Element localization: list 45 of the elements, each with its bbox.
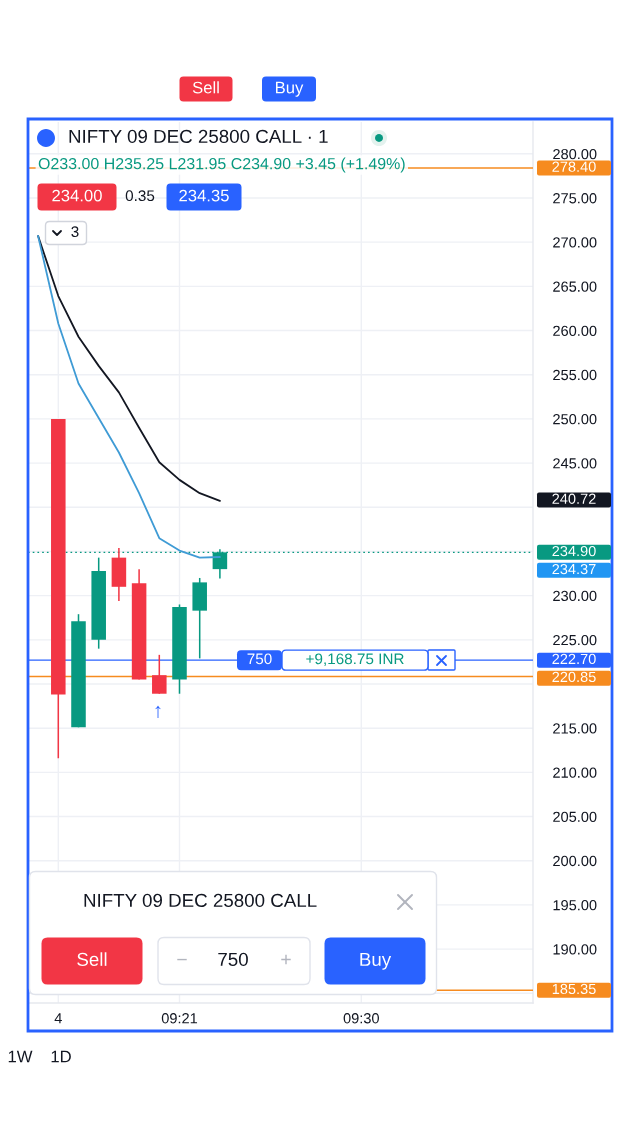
y-tick-label: 200.00	[553, 855, 597, 867]
ref-line-label: 185.35	[552, 983, 596, 995]
text: Buy	[276, 81, 304, 97]
annotation: 750	[247, 653, 272, 665]
y-tick-label: 260.00	[553, 325, 597, 336]
x-tick-label: 09:21	[161, 1013, 198, 1024]
text: 234.37	[552, 563, 596, 575]
text: O233.00 H235.25 L231.95 C234.90 +3.45 (+1.49%)	[38, 157, 405, 173]
y-tick-label: 210.00	[553, 767, 597, 778]
annotation: 0.35	[125, 190, 155, 202]
y-tick-label: 215.00	[553, 723, 597, 734]
annotation: 234.00	[52, 189, 102, 202]
annotation: +	[281, 954, 291, 965]
y-tick-label: 190.00	[553, 944, 597, 955]
y-tick-label: 270.00	[553, 237, 597, 248]
y-tick-label: 275.00	[553, 193, 597, 204]
ref-line-label: 220.85	[552, 671, 596, 683]
annotation: 3	[71, 226, 79, 238]
text: 1W	[8, 1050, 33, 1063]
annotation: −	[177, 958, 187, 961]
y-tick-label: 195.00	[553, 900, 597, 911]
text: 240.72	[552, 493, 596, 504]
x-tick-label: 4	[54, 1013, 62, 1024]
annotation: ↑	[155, 705, 161, 719]
y-tick-label: 225.00	[553, 634, 597, 646]
annotation: Buy	[360, 952, 392, 970]
y-tick-label: 250.00	[553, 414, 597, 425]
y-tick-label: 265.00	[553, 281, 597, 292]
ref-line-label: 234.90	[552, 545, 596, 557]
y-tick-label: 205.00	[553, 811, 597, 822]
text: 1D	[51, 1050, 71, 1063]
annotation: +9,168.75 INR	[306, 653, 404, 667]
y-tick-label: 230.00	[553, 590, 597, 602]
annotation: NIFTY 09 DEC 25800 CALL	[84, 893, 317, 908]
y-tick-label: 245.00	[553, 458, 597, 469]
chart-title: NIFTY 09 DEC 25800 CALL · 1	[69, 129, 328, 144]
annotation: 234.35	[179, 189, 229, 202]
y-tick-label: 280.00	[553, 148, 597, 160]
text: Sell	[192, 81, 219, 94]
ref-line-label: 278.40	[552, 161, 596, 172]
annotation: 750	[218, 952, 248, 967]
annotation: Sell	[77, 952, 107, 967]
y-tick-label: 255.00	[553, 369, 597, 381]
x-tick-label: 09:30	[343, 1013, 379, 1024]
ref-line-label: 222.70	[552, 653, 596, 665]
